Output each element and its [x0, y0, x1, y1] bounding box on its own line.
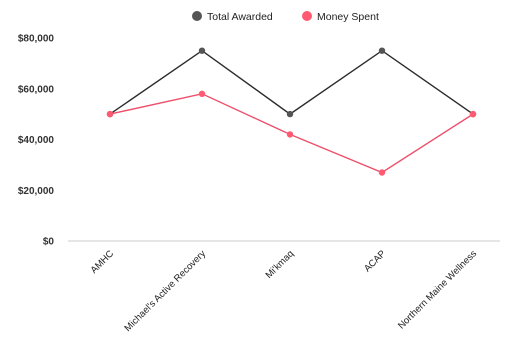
y-tick-label: $20,000	[18, 186, 55, 197]
x-tick-label: ACAP	[362, 248, 388, 274]
data-point-money-spent	[286, 131, 294, 138]
data-point-money-spent	[106, 110, 114, 118]
legend: Total Awarded Money Spent	[192, 11, 379, 23]
y-tick-label: $0	[43, 237, 55, 248]
data-point-total-awarded	[198, 47, 206, 54]
legend-marker-money-spent	[302, 11, 312, 21]
data-point-money-spent	[469, 110, 477, 118]
data-point-money-spent	[198, 90, 206, 98]
data-point-total-awarded	[286, 110, 294, 118]
series-line-total-awarded	[109, 49, 474, 115]
x-axis-labels: AMHC Michael's Active Recovery Mi'kmaq ACAP…	[89, 248, 480, 334]
x-tick-label: Mi'kmaq	[264, 248, 297, 281]
legend-label-total-awarded: Total Awarded	[207, 11, 273, 23]
data-point-total-awarded	[378, 47, 386, 54]
y-tick-label: $40,000	[18, 135, 55, 146]
x-tick-label: Michael's Active Recovery	[123, 248, 209, 334]
legend-marker-total-awarded	[192, 11, 202, 21]
legend-label-money-spent: Money Spent	[317, 11, 379, 23]
series-markers	[106, 47, 477, 176]
y-tick-label: $60,000	[18, 84, 55, 95]
y-axis-ticks: $0 $20,000 $40,000 $60,000 $80,000	[18, 34, 55, 248]
y-tick-label: $80,000	[18, 34, 55, 45]
x-tick-label: Northern Maine Wellness	[396, 248, 479, 331]
data-point-money-spent	[378, 169, 386, 176]
x-tick-label: AMHC	[89, 248, 117, 276]
